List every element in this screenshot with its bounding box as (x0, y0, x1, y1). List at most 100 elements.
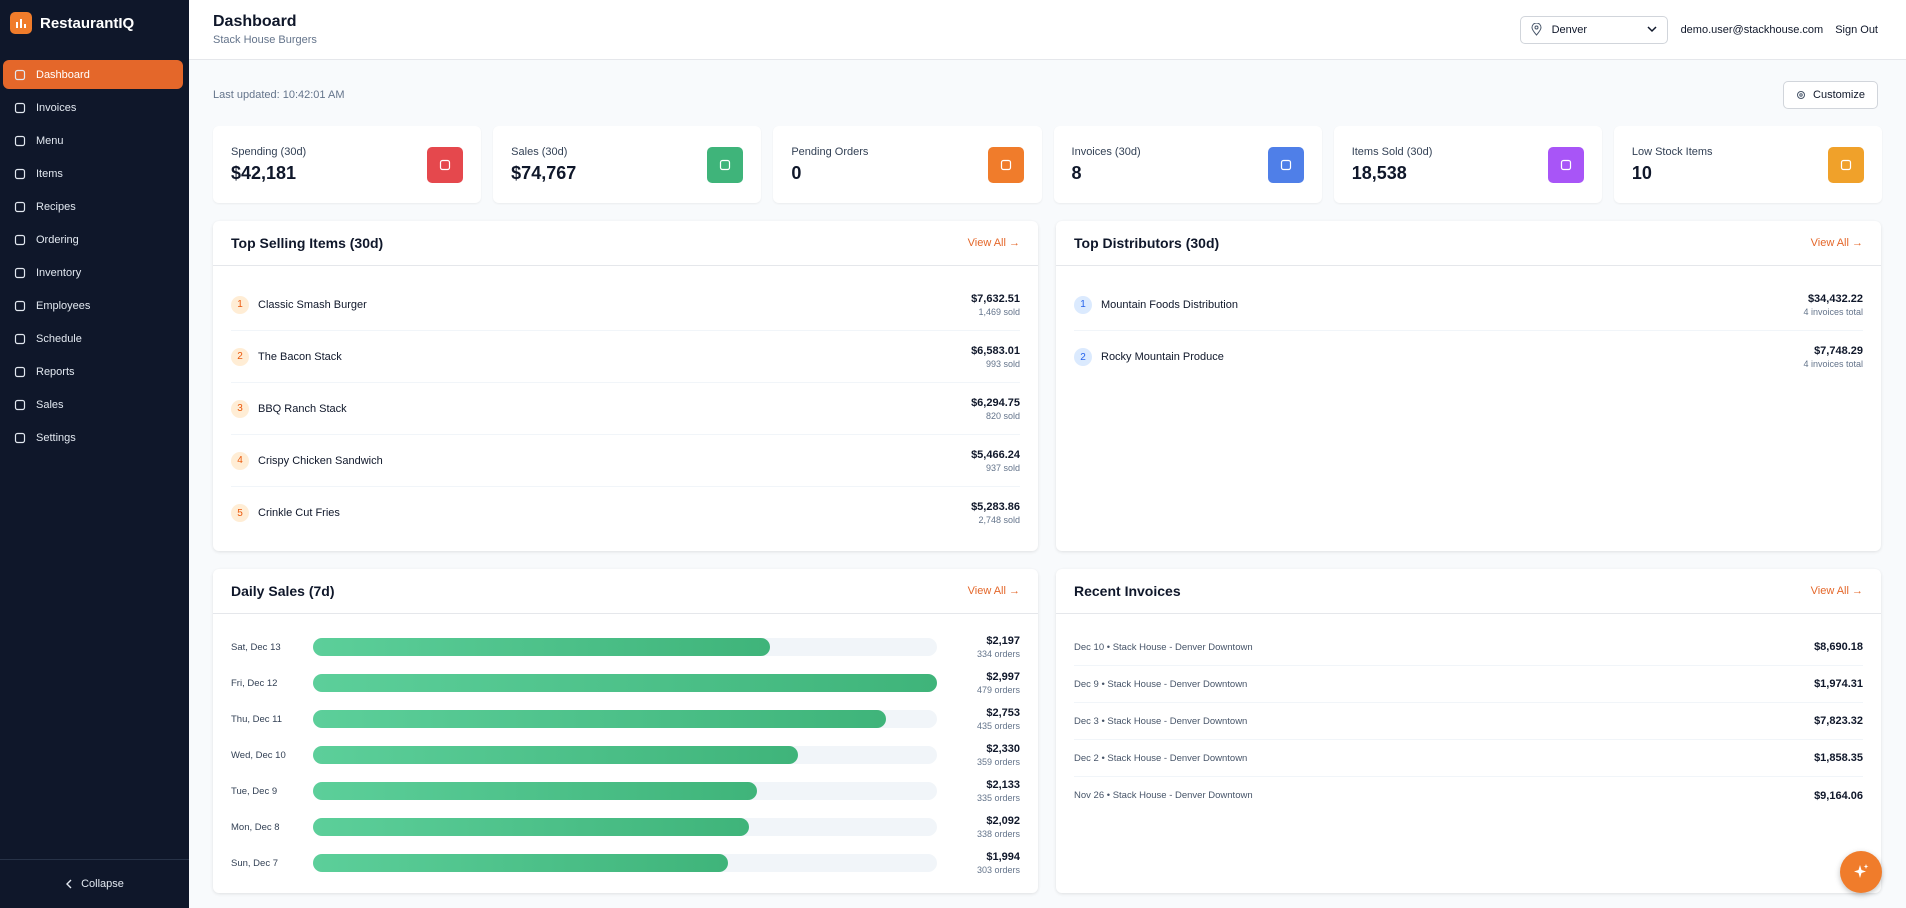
amount: $6,583.01 (971, 345, 1020, 357)
sales-amount: $2,753 (937, 707, 1020, 719)
customize-button[interactable]: Customize (1783, 81, 1878, 109)
icon (719, 159, 731, 171)
amount-sub: 4 invoices total (1803, 307, 1863, 317)
daily-row: Wed, Dec 10$2,330359 orders (231, 737, 1020, 773)
invoice-amount: $9,164.06 (1814, 790, 1863, 802)
list-row: 4Crispy Chicken Sandwich$5,466.24937 sol… (231, 435, 1020, 487)
recent-invoices-panel: Recent InvoicesView All → Dec 10 • Stack… (1056, 569, 1881, 893)
view-all[interactable]: View All → (968, 237, 1020, 249)
bar-track (313, 818, 937, 836)
invoice-label: Dec 2 • Stack House - Denver Downtown (1074, 753, 1247, 764)
nav-item[interactable]: Schedule (3, 324, 183, 353)
daily-row: Fri, Dec 12 $2,997479 orders (231, 665, 1020, 701)
nav-label: Menu (36, 135, 64, 147)
day-label: Fri, Dec 12 (231, 678, 313, 689)
assistant-button[interactable] (1840, 851, 1882, 893)
nav-item[interactable]: Settings (3, 423, 183, 452)
list-row: 1Mountain Foods Distribution$34,432.224 … (1074, 279, 1863, 331)
item-name: The Bacon Stack (258, 351, 971, 363)
icon (14, 201, 26, 213)
nav-item[interactable]: Recipes (3, 192, 183, 221)
invoice-row[interactable]: Dec 3 • Stack House - Denver Downtown$7,… (1074, 703, 1863, 740)
stat-card: Invoices (30d)8 (1054, 126, 1322, 203)
customize-label: Customize (1813, 89, 1865, 101)
invoice-row[interactable]: Dec 2 • Stack House - Denver Downtown$1,… (1074, 740, 1863, 777)
icon (14, 432, 26, 444)
view-all[interactable]: View All → (1811, 237, 1863, 249)
invoice-row[interactable]: Nov 26 • Stack House - Denver Downtown$9… (1074, 777, 1863, 814)
amount-sub: 4 invoices total (1803, 359, 1863, 369)
item-name: Crispy Chicken Sandwich (258, 455, 971, 467)
stat-label: Items Sold (30d) (1352, 146, 1433, 158)
amount-block: $6,583.01993 sold (971, 345, 1020, 369)
amount-sub: 2,748 sold (971, 515, 1020, 525)
nav-item[interactable]: Dashboard (3, 60, 183, 89)
distributor-list: 1Mountain Foods Distribution$34,432.224 … (1056, 266, 1881, 383)
amount-block: $2,997479 orders (937, 671, 1020, 695)
stat-label: Spending (30d) (231, 146, 306, 158)
amount-block: $1,994303 orders (937, 851, 1020, 875)
icon (14, 234, 26, 246)
day-label: Wed, Dec 10 (231, 750, 313, 761)
item-name: Crinkle Cut Fries (258, 507, 971, 519)
nav-item[interactable]: Ordering (3, 225, 183, 254)
brand[interactable]: RestaurantIQ (0, 0, 189, 46)
page-title: Dashboard (213, 13, 317, 31)
nav-item[interactable]: Reports (3, 357, 183, 386)
sales-amount: $2,197 (937, 635, 1020, 647)
item-name: BBQ Ranch Stack (258, 403, 971, 415)
nav-item[interactable]: Items (3, 159, 183, 188)
amount-sub: 1,469 sold (971, 307, 1020, 317)
item-name: Classic Smash Burger (258, 299, 971, 311)
amount: $7,748.29 (1803, 345, 1863, 357)
stat-value: $74,767 (511, 163, 576, 184)
stat-text: Items Sold (30d)18,538 (1352, 146, 1433, 184)
nav-item[interactable]: Sales (3, 390, 183, 419)
view-all[interactable]: View All → (968, 585, 1020, 597)
amount: $5,466.24 (971, 449, 1020, 461)
nav-label: Invoices (36, 102, 76, 114)
invoice-amount: $8,690.18 (1814, 641, 1863, 653)
amount-block: $2,133335 orders (937, 779, 1020, 803)
list-row: 3BBQ Ranch Stack$6,294.75820 sold (231, 383, 1020, 435)
amount-sub: 820 sold (971, 411, 1020, 421)
amount: $5,283.86 (971, 501, 1020, 513)
invoice-list: Dec 10 • Stack House - Denver Downtown$8… (1056, 614, 1881, 814)
list-row: 5Crinkle Cut Fries$5,283.862,748 sold (231, 487, 1020, 539)
amount: $6,294.75 (971, 397, 1020, 409)
item-name: Mountain Foods Distribution (1101, 299, 1803, 311)
daily-row: Tue, Dec 9$2,133335 orders (231, 773, 1020, 809)
sales-bar (313, 782, 757, 800)
stat-label: Invoices (30d) (1072, 146, 1141, 158)
sparkle-icon (1852, 863, 1870, 881)
stat-card: Sales (30d)$74,767 (493, 126, 761, 203)
top-selling-panel: Top Selling Items (30d)View All → 1Class… (213, 221, 1038, 551)
header-titles: Dashboard Stack House Burgers (213, 13, 317, 46)
sign-out[interactable]: Sign Out (1835, 24, 1878, 36)
stat-value: 0 (791, 163, 868, 184)
nav-item[interactable]: Invoices (3, 93, 183, 122)
invoice-row[interactable]: Dec 9 • Stack House - Denver Downtown$1,… (1074, 666, 1863, 703)
location-select[interactable]: Denver (1520, 16, 1668, 44)
amount-block: $7,748.29 4 invoices total (1803, 345, 1863, 369)
header-right: Denver demo.user@stackhouse.com Sign Out (1520, 16, 1878, 44)
amount-block: $2,092338 orders (937, 815, 1020, 839)
item-list: 1Classic Smash Burger$7,632.511,469 sold… (213, 266, 1038, 539)
logo (10, 12, 32, 34)
nav-label: Inventory (36, 267, 81, 279)
nav-item[interactable]: Menu (3, 126, 183, 155)
sales-bar (313, 674, 937, 692)
invoice-row[interactable]: Dec 10 • Stack House - Denver Downtown$8… (1074, 629, 1863, 666)
collapse-button[interactable]: Collapse (0, 859, 189, 908)
nav-item[interactable]: Employees (3, 291, 183, 320)
panel-header: Top Selling Items (30d)View All → (213, 221, 1038, 266)
icon (14, 168, 26, 180)
sales-bar (313, 746, 798, 764)
amount-block: $2,197334 orders (937, 635, 1020, 659)
top-distributors-panel: Top Distributors (30d)View All → 1Mounta… (1056, 221, 1881, 551)
sales-amount: $2,330 (937, 743, 1020, 755)
amount-block: $7,632.511,469 sold (971, 293, 1020, 317)
nav-item[interactable]: Inventory (3, 258, 183, 287)
view-all[interactable]: View All → (1811, 585, 1863, 597)
